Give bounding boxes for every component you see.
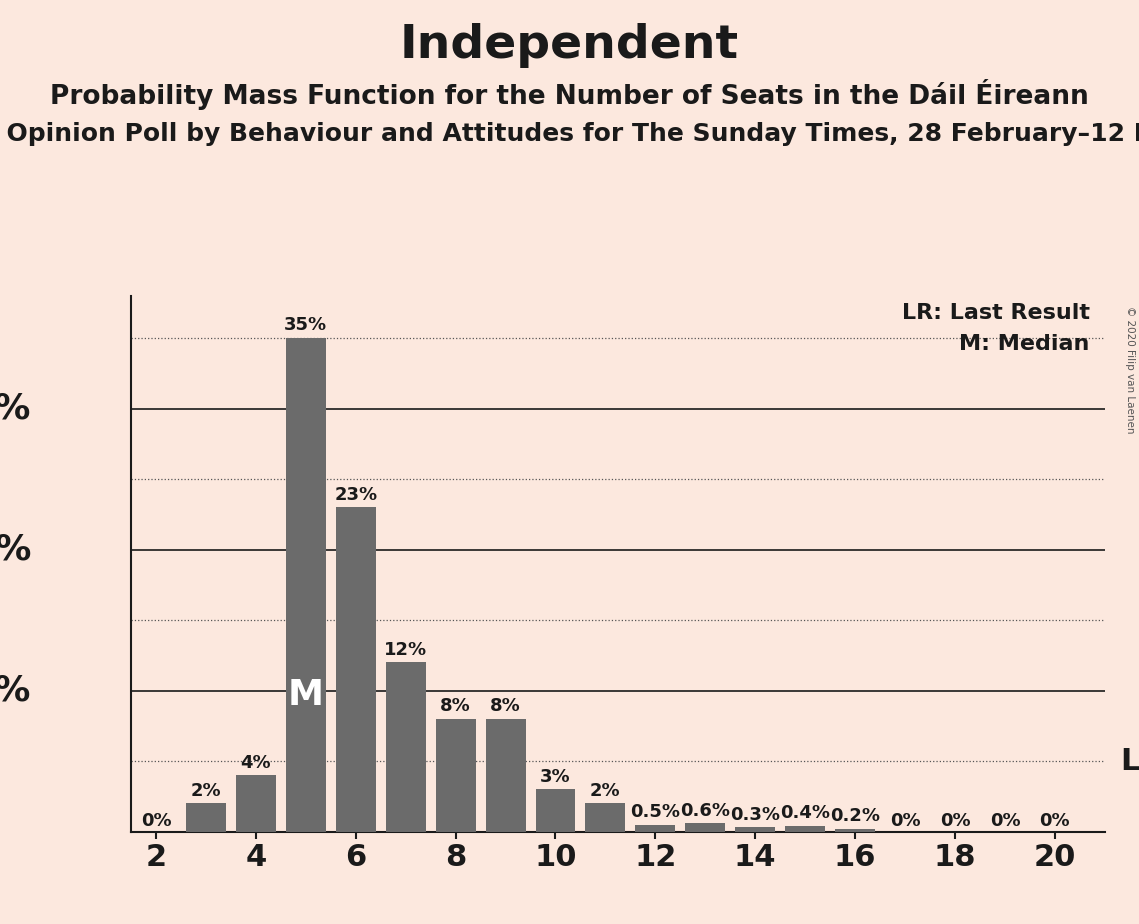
Bar [186, 803, 226, 832]
Bar [686, 823, 726, 832]
Text: LR: Last Result: LR: Last Result [902, 303, 1090, 322]
Text: M: Median: M: Median [959, 334, 1090, 354]
Text: 0%: 0% [1040, 812, 1071, 830]
Bar [236, 775, 276, 832]
Bar [785, 826, 825, 832]
Bar [286, 338, 326, 832]
Text: 0%: 0% [990, 812, 1021, 830]
Text: 8%: 8% [441, 698, 470, 715]
Text: 0.4%: 0.4% [780, 805, 830, 822]
Text: 0%: 0% [940, 812, 970, 830]
Text: 2%: 2% [190, 782, 221, 800]
Bar [585, 803, 625, 832]
Text: LR: LR [1120, 747, 1139, 775]
Text: 0%: 0% [140, 812, 171, 830]
Text: 0.3%: 0.3% [730, 806, 780, 824]
Text: 4%: 4% [240, 754, 271, 772]
Text: 0%: 0% [890, 812, 920, 830]
Text: 10%: 10% [0, 674, 31, 708]
Text: 0.2%: 0.2% [830, 808, 880, 825]
Text: 0.6%: 0.6% [680, 802, 730, 820]
Bar [835, 829, 875, 832]
Text: 0.5%: 0.5% [630, 803, 680, 821]
Text: 20%: 20% [0, 532, 31, 566]
Text: 35%: 35% [285, 316, 327, 334]
Text: on an Opinion Poll by Behaviour and Attitudes for The Sunday Times, 28 February–: on an Opinion Poll by Behaviour and Atti… [0, 122, 1139, 146]
Bar [336, 507, 376, 832]
Text: 23%: 23% [334, 486, 377, 504]
Text: 30%: 30% [0, 392, 31, 426]
Bar [435, 719, 476, 832]
Text: 8%: 8% [490, 698, 521, 715]
Text: Independent: Independent [400, 23, 739, 68]
Text: 3%: 3% [540, 768, 571, 785]
Text: © 2020 Filip van Laenen: © 2020 Filip van Laenen [1125, 306, 1134, 433]
Text: M: M [288, 677, 323, 711]
Text: 12%: 12% [384, 641, 427, 659]
Text: Probability Mass Function for the Number of Seats in the Dáil Éireann: Probability Mass Function for the Number… [50, 79, 1089, 110]
Bar [485, 719, 525, 832]
Bar [535, 789, 575, 832]
Bar [386, 663, 426, 832]
Bar [736, 827, 776, 832]
Bar [636, 824, 675, 832]
Text: 2%: 2% [590, 782, 621, 800]
